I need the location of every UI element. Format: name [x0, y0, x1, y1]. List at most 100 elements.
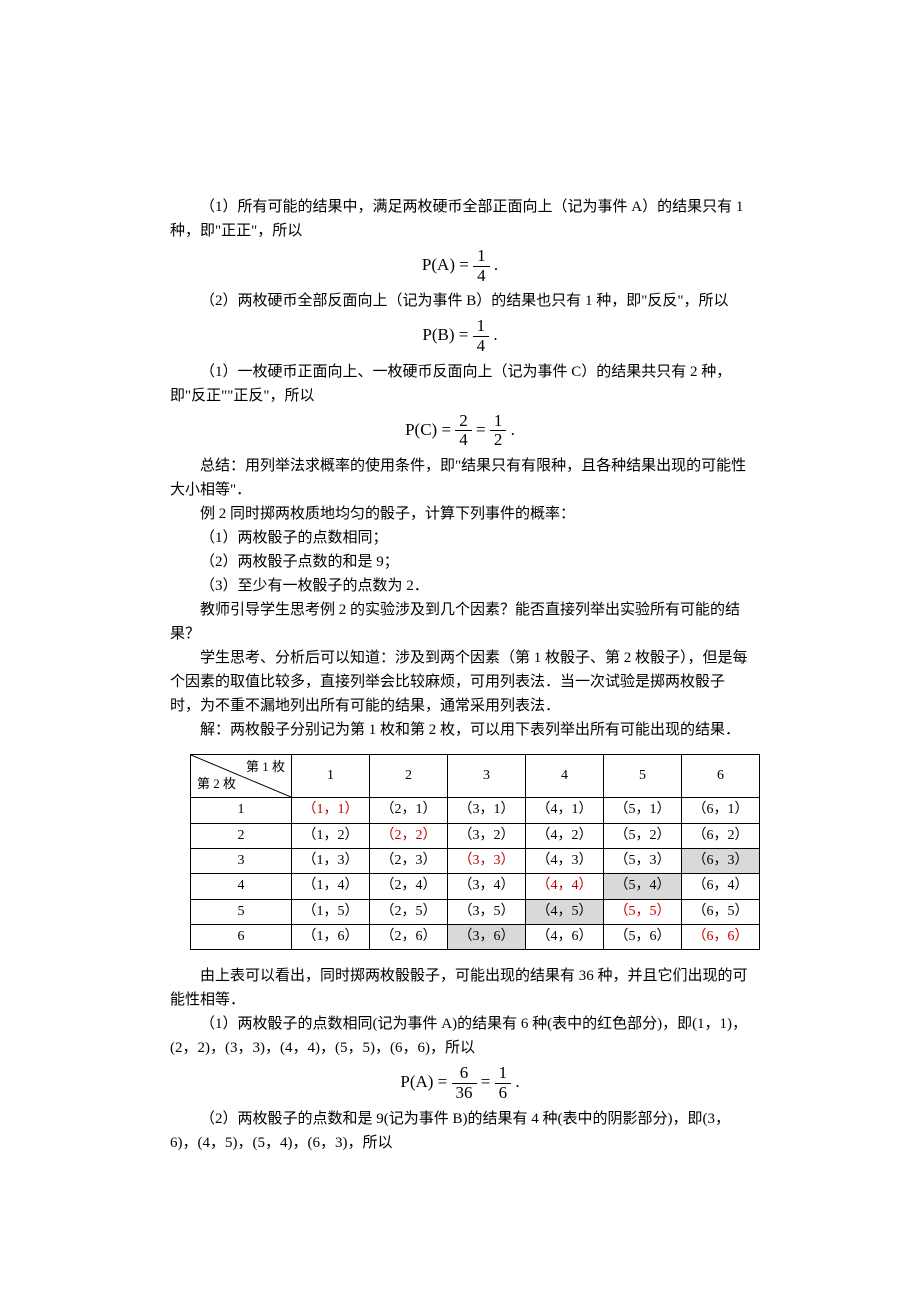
diag-label-left: 第 2 枚	[197, 774, 236, 795]
table-cell: （3，4）	[448, 874, 526, 899]
formula-lhs: P(A) =	[422, 255, 473, 274]
numerator: 1	[473, 317, 490, 337]
paragraph-summary: 总结：用列举法求概率的使用条件，即"结果只有有限种，且各种结果出现的可能性大小相…	[170, 454, 750, 502]
col-header: 5	[604, 755, 682, 798]
table-cell: （6，1）	[682, 798, 760, 823]
table-cell: （3，5）	[448, 899, 526, 924]
col-header: 1	[292, 755, 370, 798]
col-header: 2	[370, 755, 448, 798]
table-conclusion: 由上表可以看出，同时掷两枚骰骰子，可能出现的结果有 36 种，并且它们出现的可能…	[170, 964, 750, 1012]
table-cell: （5，6）	[604, 925, 682, 950]
example-2-item3: （3）至少有一枚骰子的点数为 2．	[170, 574, 750, 598]
row-header: 5	[191, 899, 292, 924]
numerator: 6	[452, 1064, 477, 1084]
result-2: （2）两枚骰子的点数和是 9(记为事件 B)的结果有 4 种(表中的阴影部分)，…	[170, 1107, 750, 1155]
numerator: 1	[490, 412, 507, 432]
table-cell: （2，1）	[370, 798, 448, 823]
formula-PA: P(A) = 14 .	[170, 247, 750, 285]
formula-PB: P(B) = 14 .	[170, 317, 750, 355]
denominator: 4	[473, 337, 490, 356]
dice-outcome-table: 第 1 枚 第 2 枚 1 2 3 4 5 6 1（1，1）（2，1）（3，1）…	[190, 754, 760, 950]
table-cell: （6，6）	[682, 925, 760, 950]
result-1: （1）两枚骰子的点数相同(记为事件 A)的结果有 6 种(表中的红色部分)，即(…	[170, 1012, 750, 1060]
table-cell: （3，2）	[448, 823, 526, 848]
formula-end: .	[489, 325, 498, 344]
table-cell: （4，5）	[526, 899, 604, 924]
table-cell: （2，5）	[370, 899, 448, 924]
paragraph-2: （2）两枚硬币全部反面向上（记为事件 B）的结果也只有 1 种，即"反反"，所以	[170, 289, 750, 313]
denominator: 4	[455, 431, 472, 450]
table-cell: （5，1）	[604, 798, 682, 823]
table-cell: （3，3）	[448, 848, 526, 873]
table-cell: （3，1）	[448, 798, 526, 823]
table-cell: （2，6）	[370, 925, 448, 950]
table-cell: （1，4）	[292, 874, 370, 899]
table-cell: （6，5）	[682, 899, 760, 924]
example-2-item1: （1）两枚骰子的点数相同；	[170, 526, 750, 550]
equals: =	[472, 420, 490, 439]
numerator: 1	[473, 247, 490, 267]
table-cell: （2，4）	[370, 874, 448, 899]
row-header: 3	[191, 848, 292, 873]
table-row: 1（1，1）（2，1）（3，1）（4，1）（5，1）（6，1）	[191, 798, 760, 823]
table-row: 6（1，6）（2，6）（3，6）（4，6）（5，6）（6，6）	[191, 925, 760, 950]
formula-PA2: P(A) = 636 = 16 .	[170, 1064, 750, 1102]
paragraph-1: （1）所有可能的结果中，满足两枚硬币全部正面向上（记为事件 A）的结果只有 1 …	[170, 195, 750, 243]
document-page: （1）所有可能的结果中，满足两枚硬币全部正面向上（记为事件 A）的结果只有 1 …	[0, 0, 920, 1155]
denominator: 6	[495, 1084, 512, 1103]
row-header: 4	[191, 874, 292, 899]
diagonal-header: 第 1 枚 第 2 枚	[191, 755, 292, 798]
fraction: 12	[490, 412, 507, 450]
table-cell: （3，6）	[448, 925, 526, 950]
col-header: 6	[682, 755, 760, 798]
numerator: 2	[455, 412, 472, 432]
table-cell: （2，2）	[370, 823, 448, 848]
table-cell: （6，3）	[682, 848, 760, 873]
denominator: 4	[473, 267, 490, 286]
table-cell: （1，3）	[292, 848, 370, 873]
row-header: 2	[191, 823, 292, 848]
fraction: 636	[452, 1064, 477, 1102]
solution-intro: 解：两枚骰子分别记为第 1 枚和第 2 枚，可以用下表列举出所有可能出现的结果．	[170, 718, 750, 742]
col-header: 3	[448, 755, 526, 798]
teacher-guide: 教师引导学生思考例 2 的实验涉及到几个因素？能否直接列举出实验所有可能的结果？	[170, 598, 750, 646]
formula-PC: P(C) = 24 = 12 .	[170, 412, 750, 450]
formula-lhs: P(A) =	[400, 1073, 451, 1092]
diag-label-top: 第 1 枚	[246, 757, 285, 778]
table-cell: （1，6）	[292, 925, 370, 950]
row-header: 1	[191, 798, 292, 823]
table-cell: （4，6）	[526, 925, 604, 950]
formula-lhs: P(C) =	[405, 420, 455, 439]
fraction: 24	[455, 412, 472, 450]
fraction: 14	[473, 247, 490, 285]
table-row: 4（1，4）（2，4）（3，4）（4，4）（5，4）（6，4）	[191, 874, 760, 899]
formula-lhs: P(B) =	[422, 325, 472, 344]
denominator: 2	[490, 431, 507, 450]
table-cell: （1，1）	[292, 798, 370, 823]
table-row: 2（1，2）（2，2）（3，2）（4，2）（5，2）（6，2）	[191, 823, 760, 848]
student-analysis: 学生思考、分析后可以知道：涉及到两个因素（第 1 枚骰子、第 2 枚骰子），但是…	[170, 646, 750, 718]
example-2-item2: （2）两枚骰子点数的和是 9；	[170, 550, 750, 574]
table-cell: （4，2）	[526, 823, 604, 848]
table-row: 5（1，5）（2，5）（3，5）（4，5）（5，5）（6，5）	[191, 899, 760, 924]
formula-end: .	[511, 1073, 520, 1092]
table-cell: （1，5）	[292, 899, 370, 924]
col-header: 4	[526, 755, 604, 798]
dice-table-container: 第 1 枚 第 2 枚 1 2 3 4 5 6 1（1，1）（2，1）（3，1）…	[190, 754, 750, 950]
row-header: 6	[191, 925, 292, 950]
table-row: 3（1，3）（2，3）（3，3）（4，3）（5，3）（6，3）	[191, 848, 760, 873]
table-cell: （5，4）	[604, 874, 682, 899]
table-cell: （4，4）	[526, 874, 604, 899]
table-body: 1（1，1）（2，1）（3，1）（4，1）（5，1）（6，1）2（1，2）（2，…	[191, 798, 760, 950]
table-cell: （6，2）	[682, 823, 760, 848]
formula-end: .	[490, 255, 499, 274]
equals: =	[477, 1073, 495, 1092]
table-cell: （5，5）	[604, 899, 682, 924]
table-cell: （6，4）	[682, 874, 760, 899]
formula-end: .	[506, 420, 515, 439]
denominator: 36	[452, 1084, 477, 1103]
paragraph-3: （1）一枚硬币正面向上、一枚硬币反面向上（记为事件 C）的结果共只有 2 种，即…	[170, 360, 750, 408]
example-2-title: 例 2 同时掷两枚质地均匀的骰子，计算下列事件的概率：	[170, 502, 750, 526]
fraction: 14	[473, 317, 490, 355]
table-cell: （4，1）	[526, 798, 604, 823]
